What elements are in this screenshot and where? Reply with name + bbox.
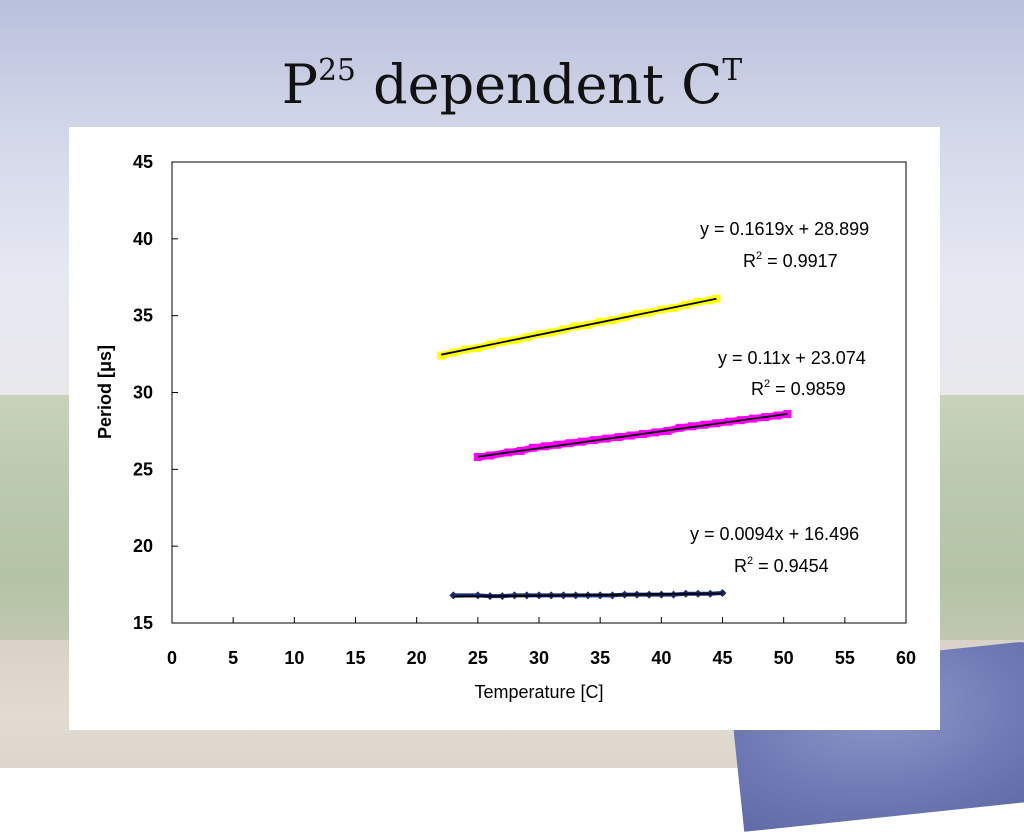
x-tick-label: 35	[590, 648, 610, 668]
x-tick-label: 5	[228, 648, 238, 668]
x-axis: 0 5 10 15 20 25 30 35 40 45 50 55 60	[167, 617, 916, 668]
r2-yellow: R2 = 0.9917	[743, 250, 838, 271]
data-point	[528, 443, 537, 452]
y-tick-label: 20	[133, 536, 153, 556]
fit-annotation-yellow: y = 0.1619x + 28.899 R2 = 0.9917	[700, 219, 869, 271]
y-tick-label: 35	[133, 306, 153, 326]
plot-area-frame	[171, 161, 907, 624]
x-tick-label: 20	[407, 648, 427, 668]
x-tick-label: 50	[774, 648, 794, 668]
trendline-magenta	[477, 413, 788, 458]
x-tick-label: 10	[284, 648, 304, 668]
x-tick-label: 0	[167, 648, 177, 668]
y-tick-label: 45	[133, 152, 153, 172]
title-mid: dependent C	[355, 53, 723, 116]
fit-annotation-magenta: y = 0.11x + 23.074 R2 = 0.9859	[718, 348, 866, 399]
x-tick-label: 45	[712, 648, 732, 668]
fit-equation-yellow: y = 0.1619x + 28.899	[700, 219, 869, 239]
data-point	[553, 440, 562, 449]
y-axis: 15 20 25 30 35 40 45	[133, 152, 178, 633]
x-tick-label: 30	[529, 648, 549, 668]
title-base: P	[281, 53, 319, 116]
data-point	[473, 591, 482, 600]
x-tick-label: 15	[345, 648, 365, 668]
r2-magenta: R2 = 0.9859	[751, 378, 846, 399]
x-tick-label: 55	[835, 648, 855, 668]
fit-equation-magenta: y = 0.11x + 23.074	[718, 348, 866, 368]
x-tick-label: 25	[468, 648, 488, 668]
x-tick-label: 40	[651, 648, 671, 668]
title-superscript-t: T	[722, 53, 743, 88]
y-axis-label: Period [μs]	[95, 345, 115, 439]
y-tick-label: 40	[133, 229, 153, 249]
trendline-layer	[440, 297, 788, 598]
data-point	[718, 589, 727, 598]
x-tick-label: 60	[896, 648, 916, 668]
x-axis-label: Temperature [C]	[474, 682, 603, 702]
slide-title: P25 dependent CT	[0, 56, 1024, 112]
fit-annotation-navy: y = 0.0094x + 16.496 R2 = 0.9454	[690, 524, 859, 576]
title-superscript: 25	[318, 53, 356, 88]
y-tick-label: 30	[133, 383, 153, 403]
chart-panel: 15 20 25 30 35 40 45 0 5 10 15 20 25 30 35 40 45 50 55 60 …	[69, 127, 940, 730]
r2-navy: R2 = 0.9454	[734, 555, 829, 576]
trendline-navy	[453, 592, 723, 598]
data-point	[473, 453, 482, 462]
y-tick-label: 25	[133, 459, 153, 479]
trendline-yellow	[440, 297, 717, 356]
y-tick-label: 15	[133, 613, 153, 633]
data-point	[675, 423, 684, 432]
data-point	[541, 442, 550, 451]
data-point	[437, 351, 446, 360]
fit-equation-navy: y = 0.0094x + 16.496	[690, 524, 859, 544]
